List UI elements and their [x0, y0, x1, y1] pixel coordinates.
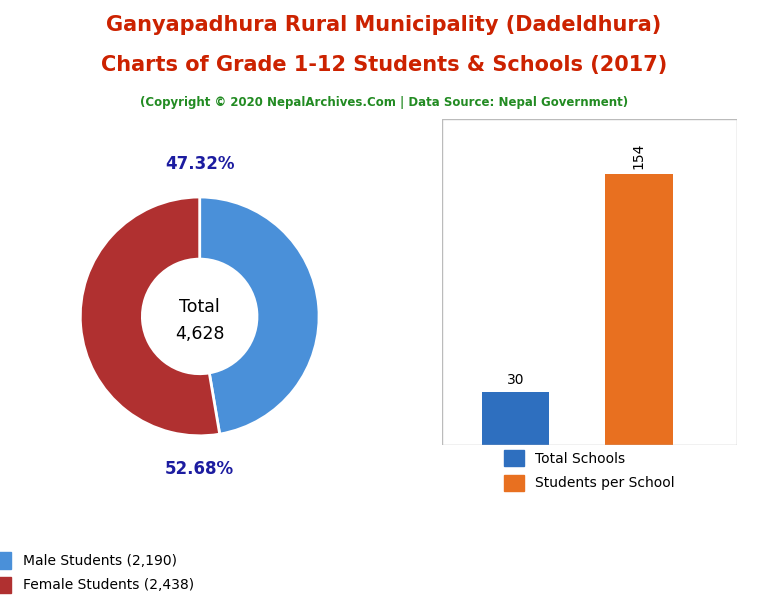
Text: 4,628: 4,628	[175, 325, 224, 343]
Bar	[605, 174, 673, 445]
Text: (Copyright © 2020 NepalArchives.Com | Data Source: Nepal Government): (Copyright © 2020 NepalArchives.Com | Da…	[140, 96, 628, 109]
Bar	[442, 119, 737, 445]
Wedge shape	[200, 197, 319, 434]
Legend: Male Students (2,190), Female Students (2,438): Male Students (2,190), Female Students (…	[0, 546, 200, 597]
Text: 154: 154	[632, 142, 646, 168]
Wedge shape	[81, 197, 220, 436]
Legend: Total Schools, Students per School: Total Schools, Students per School	[498, 445, 680, 496]
Text: Total: Total	[179, 298, 220, 316]
Text: 47.32%: 47.32%	[165, 155, 234, 173]
Text: 52.68%: 52.68%	[165, 460, 234, 478]
Text: Ganyapadhura Rural Municipality (Dadeldhura): Ganyapadhura Rural Municipality (Dadeldh…	[107, 15, 661, 35]
Text: Charts of Grade 1-12 Students & Schools (2017): Charts of Grade 1-12 Students & Schools …	[101, 55, 667, 75]
Text: 30: 30	[507, 373, 525, 387]
Bar	[482, 392, 549, 445]
